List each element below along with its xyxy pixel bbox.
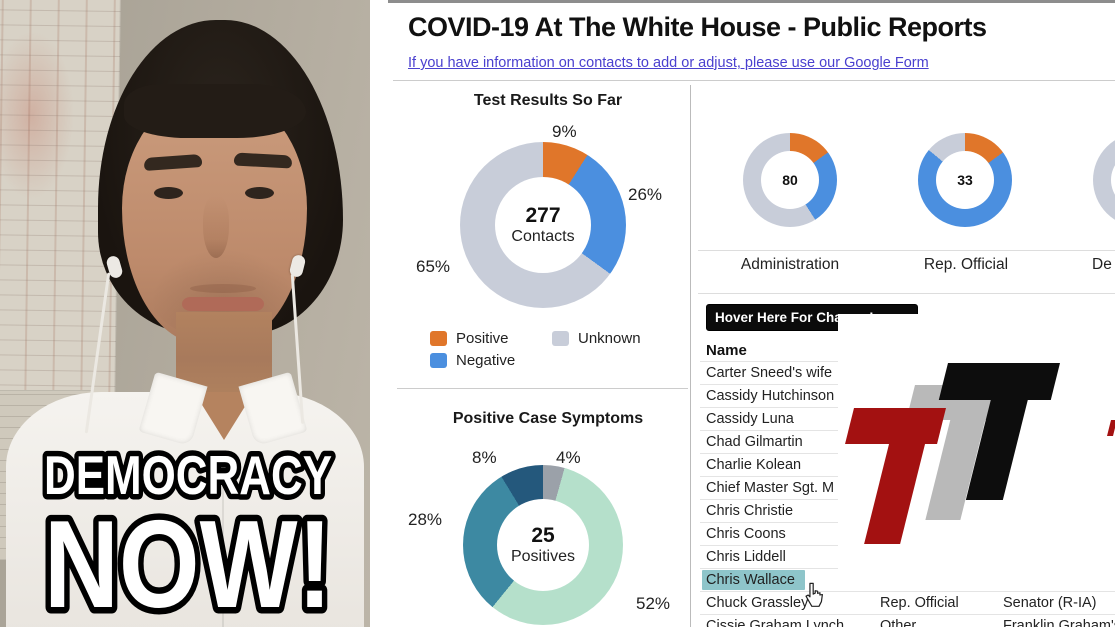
test-results-title: Test Results So Far xyxy=(473,92,623,109)
administration-donut-chart[interactable]: 80 xyxy=(743,133,837,227)
google-form-link[interactable]: If you have information on contacts to a… xyxy=(408,55,929,71)
contact-name-cell: Chris Christie xyxy=(706,503,794,519)
contact-status-cell: Other xyxy=(880,618,917,627)
test-results-donut-chart[interactable]: 277 Contacts xyxy=(460,142,626,308)
donut-center: 277 Contacts xyxy=(495,177,591,273)
third-donut-label: De xyxy=(1092,256,1112,273)
positive-swatch xyxy=(430,331,447,346)
administration-count: 80 xyxy=(782,172,798,188)
contact-name-cell: Chuck Grassley xyxy=(706,595,809,611)
negative-swatch xyxy=(430,353,447,368)
contact-name-cell: Chad Gilmartin xyxy=(706,434,803,450)
positive-pct-label: 9% xyxy=(552,122,577,141)
negative-pct-label: 26% xyxy=(628,185,663,204)
symptoms-donut-chart[interactable]: 25 Positives xyxy=(463,465,623,625)
name-column-header: Name xyxy=(706,342,747,359)
symptoms-title: Positive Case Symptoms xyxy=(452,410,644,427)
header-divider xyxy=(393,80,1115,81)
contact-name-cell: Cassidy Hutchinson xyxy=(706,388,835,404)
table-row[interactable]: Chuck Grassley Rep. Official Senator (R-IA… xyxy=(700,591,1115,614)
svg-text:DEMOCRACY: DEMOCRACY xyxy=(44,444,332,506)
person-eye-left xyxy=(154,187,183,199)
watermark-overlay xyxy=(838,314,1115,588)
svg-text:NOW!: NOW! xyxy=(44,496,332,626)
administration-label: Administration xyxy=(740,256,840,273)
panel-divider xyxy=(690,85,691,627)
symptom-gray-pct: 4% xyxy=(556,448,581,467)
symptom-mint-pct: 52% xyxy=(636,594,671,613)
contact-name-cell: Charlie Kolean xyxy=(706,457,802,473)
shirt-placket xyxy=(222,452,224,627)
contacts-count: 277 xyxy=(525,204,561,228)
webcam-video-panel: DEMOCRACY NOW! xyxy=(0,0,370,627)
contact-name-cell: Chris Coons xyxy=(706,526,786,542)
page-title: COVID-19 At The White House - Public Rep… xyxy=(408,12,987,42)
donut-center: 25 Positives xyxy=(497,499,589,591)
table-row[interactable]: Cissie Graham Lynch Other Franklin Graham'… xyxy=(700,614,1115,627)
person-hair-fringe xyxy=(124,84,306,138)
person-nose xyxy=(203,196,229,258)
legend-negative-label: Negative xyxy=(456,352,516,369)
pointer-cursor-icon xyxy=(805,582,823,607)
rep-official-donut-chart[interactable]: 33 xyxy=(918,133,1012,227)
person-eye-right xyxy=(245,187,274,199)
third-donut-chart-clipped[interactable] xyxy=(1093,133,1115,227)
contact-name-cell: Cassidy Luna xyxy=(706,411,794,427)
contact-name-cell: Cissie Graham Lynch xyxy=(706,618,845,627)
legend-unknown: Unknown xyxy=(552,330,641,347)
legend-positive: Positive xyxy=(430,330,509,347)
video-top-edge xyxy=(388,0,1115,3)
contact-status-cell: Rep. Official xyxy=(880,595,959,611)
contact-name-cell: Chief Master Sgt. M xyxy=(706,480,835,496)
table-top-divider xyxy=(698,293,1115,294)
positives-label: Positives xyxy=(510,547,576,565)
symptom-teal-pct: 28% xyxy=(408,510,443,529)
mini-donut-divider xyxy=(698,250,1115,251)
person-mouth xyxy=(182,297,264,311)
contacts-label: Contacts xyxy=(511,227,575,245)
contact-detail-cell: Franklin Graham's xyxy=(1003,618,1115,627)
legend-positive-label: Positive xyxy=(456,330,509,347)
contact-name-cell: Chris Wallace xyxy=(702,570,805,590)
rep-official-count: 33 xyxy=(957,172,973,188)
democracy-now-logo: DEMOCRACY NOW! xyxy=(38,442,339,626)
rep-official-label: Rep. Official xyxy=(923,256,1009,273)
unknown-swatch xyxy=(552,331,569,346)
person-lip-shadow xyxy=(190,284,256,293)
legend-unknown-label: Unknown xyxy=(578,330,641,347)
symptom-navy-pct: 8% xyxy=(472,448,497,467)
legend-negative: Negative xyxy=(430,352,515,369)
contact-name-cell: Chris Liddell xyxy=(706,549,786,565)
contact-name-cell: Carter Sneed's wife xyxy=(706,365,833,381)
section-divider xyxy=(397,388,688,389)
contact-detail-cell: Senator (R-IA) xyxy=(1003,595,1097,611)
positives-count: 25 xyxy=(531,524,555,548)
unknown-pct-label: 65% xyxy=(416,257,451,276)
